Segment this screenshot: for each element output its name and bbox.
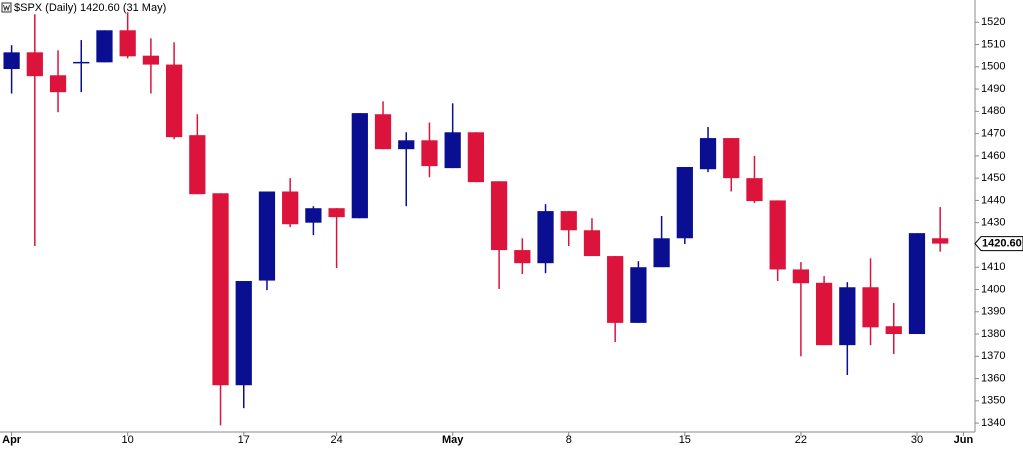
candle-body: [165, 64, 183, 138]
candle-body: [560, 211, 577, 231]
candle-body: [26, 52, 43, 77]
x-tick-label: 8: [566, 434, 572, 446]
chart-title: $SPX (Daily) 1420.60 (31 May): [14, 2, 166, 14]
candle-body: [653, 238, 670, 268]
y-tick-label: 1460: [981, 150, 1005, 162]
candle-body: [908, 233, 926, 335]
x-tick-label: 22: [795, 434, 807, 446]
y-tick-label: 1430: [981, 217, 1005, 229]
y-tick-label: 1380: [981, 328, 1005, 340]
candle-body: [885, 326, 902, 335]
candle-body: [815, 282, 833, 346]
candle-body: [351, 113, 368, 219]
y-tick-label: 1400: [981, 283, 1005, 295]
candle-body: [792, 269, 810, 284]
candle-body: [607, 256, 624, 323]
x-tick-label: 15: [679, 434, 691, 446]
candle-body: [119, 30, 136, 57]
candle-body: [282, 191, 299, 225]
candle-body: [189, 135, 206, 195]
candle-body: [3, 52, 20, 70]
candle-body: [514, 250, 531, 264]
x-tick-label: 30: [911, 434, 923, 446]
candle-body: [96, 30, 113, 63]
candle-body: [839, 287, 856, 346]
candle-body: [862, 287, 879, 328]
last-price-label: 1420.60: [982, 238, 1022, 250]
candle-body: [73, 61, 90, 64]
candle-body: [374, 114, 392, 150]
y-tick-label: 1390: [981, 306, 1005, 318]
y-tick-label: 1490: [981, 83, 1005, 95]
y-tick-label: 1470: [981, 128, 1005, 140]
candle-body: [630, 267, 647, 323]
title-icon-glyph: [3, 4, 10, 12]
y-tick-label: 1360: [981, 372, 1005, 384]
candle-body: [212, 193, 229, 386]
y-tick-label: 1410: [981, 261, 1005, 273]
candle-body: [490, 181, 508, 251]
x-tick-label: 10: [122, 434, 134, 446]
y-tick-label: 1350: [981, 395, 1005, 407]
candle-body: [142, 55, 160, 65]
y-tick-label: 1440: [981, 194, 1005, 206]
candle-body: [235, 281, 252, 386]
x-tick-label: Jun: [954, 434, 974, 446]
candle-body: [769, 200, 786, 270]
candle-body: [444, 132, 461, 169]
candle-body: [537, 211, 554, 264]
candle-body: [746, 178, 763, 202]
candle-body: [583, 230, 601, 257]
candle-body: [932, 238, 949, 244]
x-tick-label: 17: [238, 434, 250, 446]
candle-body: [328, 208, 345, 218]
candle-body: [305, 208, 322, 223]
y-tick-label: 1370: [981, 350, 1005, 362]
last-price-marker: [974, 236, 1023, 252]
x-tick-label: May: [442, 434, 464, 446]
y-tick-label: 1480: [981, 105, 1005, 117]
x-tick-label: Apr: [2, 434, 22, 446]
x-tick-label: 24: [330, 434, 342, 446]
y-tick-label: 1520: [981, 16, 1005, 28]
candle-body: [699, 138, 717, 170]
candle-body: [398, 140, 415, 150]
candle-body: [723, 138, 740, 179]
y-tick-label: 1510: [981, 38, 1005, 50]
y-tick-label: 1500: [981, 61, 1005, 73]
candle-body: [421, 140, 438, 167]
y-tick-label: 1450: [981, 172, 1005, 184]
candle-body: [676, 167, 693, 239]
y-tick-label: 1340: [981, 417, 1005, 429]
candle-body: [467, 132, 485, 183]
candle-body: [49, 75, 67, 93]
candle-body: [258, 191, 276, 281]
